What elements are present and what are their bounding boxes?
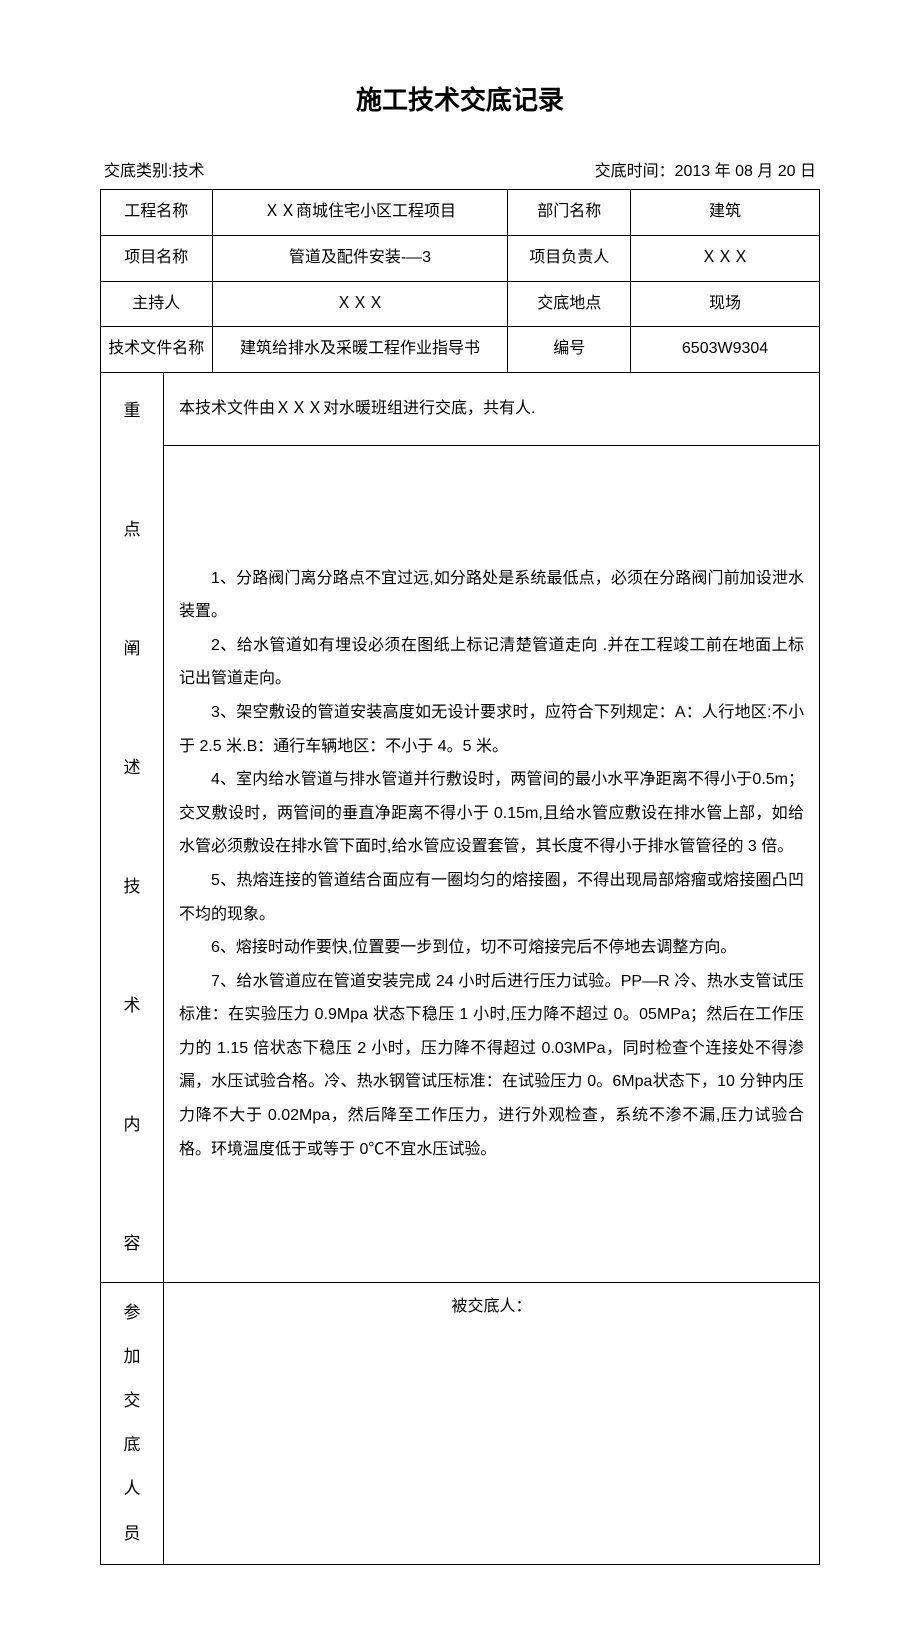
header-row-3: 主持人 ＸＸＸ 交底地点 现场	[101, 281, 820, 327]
body-point: 6、熔接时动作要快,位置要一步到位，切不可熔接完后不停地去调整方向。	[179, 931, 804, 965]
header-row-4: 技术文件名称 建筑给排水及采暖工程作业指导书 编号 6503W9304	[101, 327, 820, 373]
number-label: 编号	[508, 327, 631, 373]
category-label: 交底类别:技术	[104, 157, 204, 181]
item-name-label: 项目名称	[101, 235, 213, 281]
document-title: 施工技术交底记录	[100, 80, 820, 117]
header-row-1: 工程名称 ＸＸ商城住宅小区工程项目 部门名称 建筑	[101, 190, 820, 236]
doc-name-label: 技术文件名称	[101, 327, 213, 373]
body-point: 2、给水管道如有埋设必须在图纸上标记清楚管道走向 .并在工程竣工前在地面上标记出…	[179, 629, 804, 696]
footer-row: 参加交底人员 被交底人：	[101, 1282, 820, 1564]
location-value: 现场	[631, 281, 820, 327]
leader-value: ＸＸＸ	[631, 235, 820, 281]
number-value: 6503W9304	[631, 327, 820, 373]
intro-cell: 本技术文件由ＸＸＸ对水暖班组进行交底，共有人.	[164, 373, 820, 446]
project-name-value: ＸＸ商城住宅小区工程项目	[212, 190, 508, 236]
host-value: ＸＸＸ	[212, 281, 508, 327]
intro-row: 重点阐述技术内容 本技术文件由ＸＸＸ对水暖班组进行交底，共有人.	[101, 373, 820, 446]
dept-name-label: 部门名称	[508, 190, 631, 236]
location-label: 交底地点	[508, 281, 631, 327]
body-point: 1、分路阀门离分路点不宜过远,如分路处是系统最低点，必须在分路阀门前加设泄水装置…	[179, 562, 804, 629]
header-row-2: 项目名称 管道及配件安装-—3 项目负责人 ＸＸＸ	[101, 235, 820, 281]
dept-name-value: 建筑	[631, 190, 820, 236]
meta-row: 交底类别:技术 交底时间：2013 年 08 月 20 日	[100, 157, 820, 181]
doc-name-value: 建筑给排水及采暖工程作业指导书	[212, 327, 508, 373]
body-row: 1、分路阀门离分路点不宜过远,如分路处是系统最低点，必须在分路阀门前加设泄水装置…	[101, 446, 820, 1283]
recipient-cell: 被交底人：	[164, 1282, 820, 1564]
body-content: 1、分路阀门离分路点不宜过远,如分路处是系统最低点，必须在分路阀门前加设泄水装置…	[164, 446, 820, 1283]
body-point: 3、架空敷设的管道安装高度如无设计要求时，应符合下列规定：A：人行地区:不小于 …	[179, 696, 804, 763]
item-name-value: 管道及配件安装-—3	[212, 235, 508, 281]
body-side-label: 重点阐述技术内容	[101, 373, 164, 1283]
body-point: 4、室内给水管道与排水管道并行敷设时，两管间的最小水平净距离不得小于0.5m；交…	[179, 763, 804, 864]
body-point: 7、给水管道应在管道安装完成 24 小时后进行压力试验。PP—R 冷、热水支管试…	[179, 965, 804, 1167]
time-label: 交底时间：2013 年 08 月 20 日	[595, 157, 816, 181]
host-label: 主持人	[101, 281, 213, 327]
project-name-label: 工程名称	[101, 190, 213, 236]
leader-label: 项目负责人	[508, 235, 631, 281]
main-table: 工程名称 ＸＸ商城住宅小区工程项目 部门名称 建筑 项目名称 管道及配件安装-—…	[100, 189, 820, 1565]
body-point: 5、热熔连接的管道结合面应有一圈均匀的熔接圈，不得出现局部熔瘤或熔接圈凸凹不均的…	[179, 864, 804, 931]
footer-side-label: 参加交底人员	[101, 1282, 164, 1564]
